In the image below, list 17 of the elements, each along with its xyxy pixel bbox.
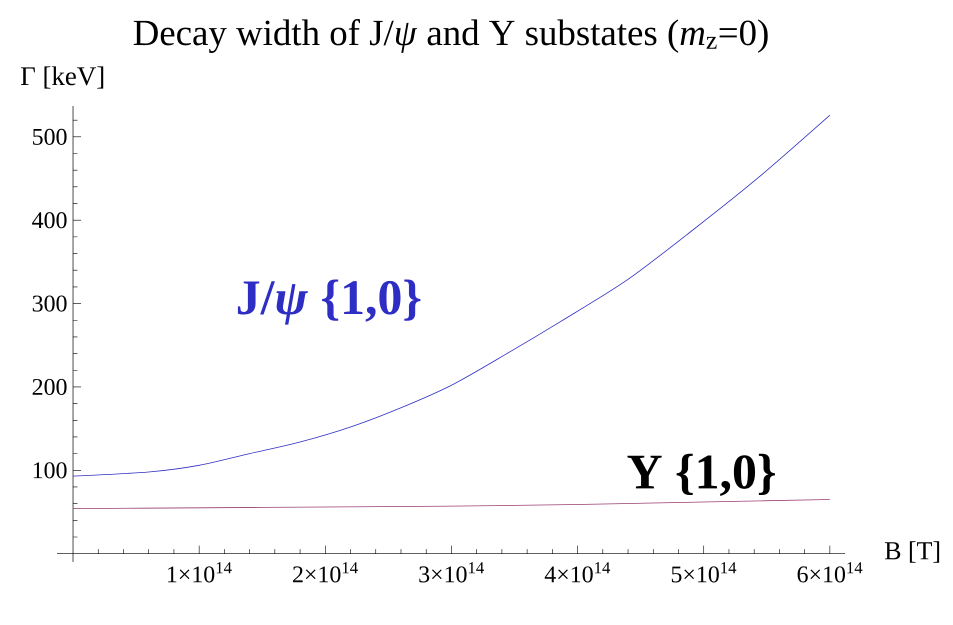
x-tick-label: 3×10$^{14}$ <box>419 562 484 582</box>
x-axis-title: B [T] <box>884 541 940 563</box>
line-series <box>72 499 830 510</box>
y-tick-label: 100 <box>34 462 67 478</box>
chart-title: Decay width of J/ψ and Υ substates (m$_{z}$=0) <box>134 19 768 53</box>
x-tick-label: 6×10$^{14}$ <box>798 562 862 582</box>
x-tick-label: 2×10$^{14}$ <box>293 562 358 582</box>
series-label: Υ {1,0} <box>627 454 775 496</box>
y-tick-label: 400 <box>32 212 67 228</box>
x-tick-label: 4×10$^{14}$ <box>544 562 610 582</box>
x-tick-label: 1×10$^{14}$ <box>168 562 232 582</box>
x-tick-label: 5×10$^{14}$ <box>672 562 736 582</box>
y-axis-title: Γ [keV] <box>20 66 104 89</box>
series-label: J/ψ {1,0} <box>238 279 420 325</box>
y-tick-label: 200 <box>32 378 67 395</box>
y-tick-label: 500 <box>33 128 67 145</box>
y-tick-label: 300 <box>32 295 67 312</box>
